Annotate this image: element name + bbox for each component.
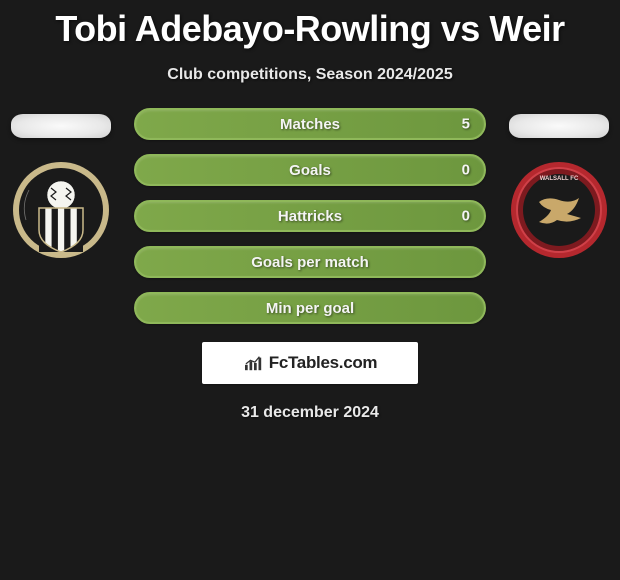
stat-row-hattricks: Hattricks 0 xyxy=(134,200,486,232)
stat-label: Hattricks xyxy=(278,208,342,225)
right-player-column: WALSALL FC xyxy=(504,114,614,260)
stat-row-goals-per-match: Goals per match xyxy=(134,246,486,278)
walsall-crest-icon: WALSALL FC xyxy=(509,160,609,260)
notts-county-crest-icon xyxy=(11,160,111,260)
brand-badge: FcTables.com xyxy=(202,342,418,384)
stat-label: Goals per match xyxy=(251,254,369,271)
stat-value: 5 xyxy=(462,116,470,133)
brand-text: FcTables.com xyxy=(269,353,378,373)
stat-row-goals: Goals 0 xyxy=(134,154,486,186)
left-crest xyxy=(11,160,111,260)
stat-label: Goals xyxy=(289,162,331,179)
stat-label: Matches xyxy=(280,116,340,133)
comparison-row: Matches 5 Goals 0 Hattricks 0 Goals per … xyxy=(0,114,620,324)
stat-label: Min per goal xyxy=(266,300,354,317)
subtitle: Club competitions, Season 2024/2025 xyxy=(0,66,620,84)
stat-value: 0 xyxy=(462,208,470,225)
stats-column: Matches 5 Goals 0 Hattricks 0 Goals per … xyxy=(116,108,504,324)
stat-row-matches: Matches 5 xyxy=(134,108,486,140)
left-player-column xyxy=(6,114,116,260)
left-header-pill xyxy=(11,114,111,138)
right-crest: WALSALL FC xyxy=(509,160,609,260)
date-text: 31 december 2024 xyxy=(0,404,620,422)
stat-value: 0 xyxy=(462,162,470,179)
page-title: Tobi Adebayo-Rowling vs Weir xyxy=(0,0,620,50)
bar-chart-icon xyxy=(243,354,265,372)
svg-text:WALSALL FC: WALSALL FC xyxy=(540,176,579,182)
right-header-pill xyxy=(509,114,609,138)
stat-row-min-per-goal: Min per goal xyxy=(134,292,486,324)
